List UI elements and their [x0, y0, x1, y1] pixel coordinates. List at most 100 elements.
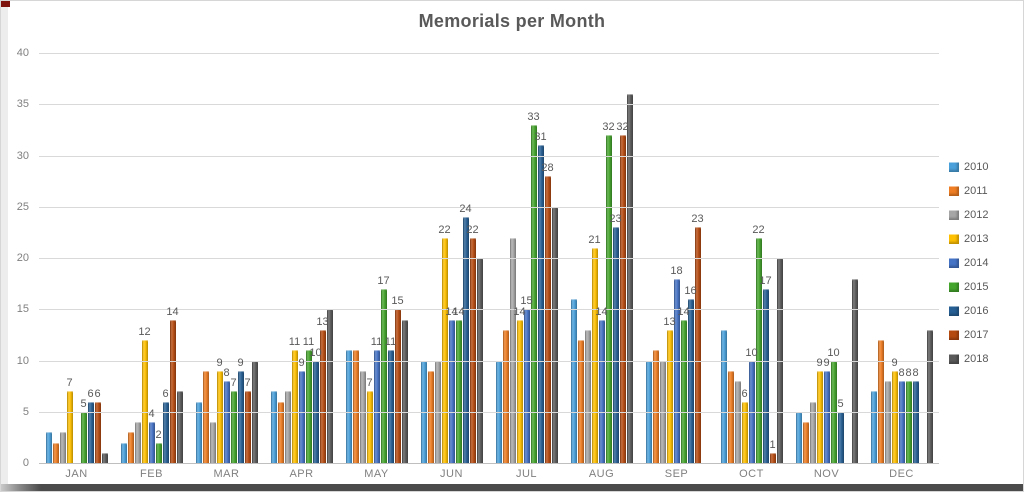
- bar-2017-JAN: [94, 401, 101, 463]
- bar-label-2016-JUN: 24: [459, 203, 472, 215]
- legend-label: 2012: [964, 209, 989, 221]
- bar-2013-JAN: [66, 391, 73, 463]
- bar-2017-APR: [319, 329, 326, 463]
- legend-label: 2010: [964, 161, 989, 173]
- y-tick-25: 25: [16, 200, 29, 213]
- bar-2015-APR: [305, 350, 312, 463]
- x-tick-MAY: MAY: [364, 468, 389, 480]
- bar-slot-2011-AUG: [577, 53, 584, 463]
- bar-2010-AUG: [570, 299, 577, 463]
- bar-2010-FEB: [120, 442, 127, 463]
- bar-slot-2013-JUN: 22: [438, 53, 451, 463]
- bar-2016-JUL: [537, 145, 544, 463]
- bar-label-2015-JUN: 14: [452, 305, 465, 318]
- bar-2016-AUG: [612, 227, 619, 463]
- bar-2012-JUL: [509, 237, 516, 463]
- bar-2012-NOV: [809, 401, 816, 463]
- bar-slot-2010-MAR: [195, 53, 202, 463]
- bar-label-2014-SEP: 18: [670, 264, 683, 277]
- bar-slot-2018-AUG: [626, 53, 633, 463]
- legend-marker-icon: [949, 258, 959, 268]
- gridline-20: [39, 258, 939, 259]
- bar-slot-2015-APR: 11: [303, 53, 314, 463]
- legend-label: 2016: [964, 305, 989, 317]
- bar-2014-MAY: [373, 350, 380, 463]
- bar-label-2017-JUL: 28: [541, 162, 554, 174]
- y-tick-10: 10: [16, 354, 29, 367]
- gridline-30: [39, 155, 939, 157]
- bar-label-2013-JAN: 7: [66, 377, 73, 390]
- legend-label: 2011: [964, 185, 988, 197]
- bar-2012-DEC: [884, 381, 891, 463]
- gridline-25: [39, 206, 939, 208]
- bar-2010-MAR: [195, 401, 202, 463]
- bar-2015-JAN: [80, 411, 87, 463]
- bar-slot-2015-MAY: 17: [377, 53, 390, 463]
- bar-slot-2017-JUL: 28: [541, 53, 554, 463]
- bar-2011-AUG: [577, 340, 584, 463]
- bar-2018-JAN: [101, 452, 108, 463]
- x-tick-JAN: JAN: [65, 468, 88, 480]
- bar-label-2016-DEC: 8: [912, 367, 919, 379]
- plot-area: 7 5 6 6 12 4 2 6 14 9 8 7 9 7 11 9 11 10 13 7 11 17 11 15 22 14 14…: [39, 53, 939, 464]
- bar-2014-APR: [298, 370, 305, 463]
- bar-2012-MAR: [209, 422, 216, 463]
- bar-2010-OCT: [720, 329, 727, 463]
- bar-label-2017-FEB: 14: [166, 305, 179, 318]
- bar-slot-2017-MAY: 15: [391, 53, 404, 463]
- bar-slot-2015-JAN: 5: [80, 53, 87, 463]
- bar-label-2017-SEP: 23: [691, 213, 704, 226]
- bar-2015-MAR: [230, 391, 237, 463]
- bar-label-2014-DEC: 8: [898, 367, 905, 379]
- bar-2011-FEB: [127, 432, 134, 463]
- bar-2013-OCT: [741, 401, 748, 463]
- bar-2011-OCT: [727, 370, 734, 463]
- bar-slot-2013-MAY: 7: [366, 53, 373, 463]
- legend-item-2011: 2011: [949, 184, 988, 198]
- bar-label-2016-OCT: 17: [759, 274, 772, 287]
- bar-slot-2013-NOV: 9: [816, 53, 823, 463]
- bar-slot-2013-AUG: 21: [588, 53, 601, 463]
- bar-slot-2015-MAR: 7: [230, 53, 237, 463]
- bar-2011-JUN: [427, 370, 434, 463]
- gridline-15: [39, 309, 939, 311]
- legend-label: 2013: [964, 233, 989, 245]
- bar-2015-MAY: [380, 288, 387, 463]
- bar-label-2017-MAY: 15: [391, 295, 404, 308]
- bar-slot-2014-NOV: 9: [823, 53, 830, 463]
- bar-label-2015-SEP: 14: [677, 305, 690, 318]
- bar-2016-SEP: [687, 299, 694, 463]
- bar-label-2014-AUG: 14: [595, 305, 608, 318]
- bar-label-2017-JUN: 22: [466, 223, 479, 236]
- bar-2017-FEB: [169, 319, 176, 463]
- gridline-5: [39, 411, 939, 413]
- legend-label: 2015: [964, 281, 989, 293]
- bar-slot-2011-JUN: [427, 53, 434, 463]
- bar-slot-2016-NOV: 5: [837, 53, 844, 463]
- bar-slot-2014-JUN: 14: [445, 53, 458, 463]
- bar-2011-SEP: [652, 350, 659, 463]
- bar-slot-2011-DEC: [877, 53, 884, 463]
- bar-label-2013-DEC: 9: [891, 356, 898, 369]
- bar-slot-2017-JAN: 6: [94, 53, 101, 463]
- bar-slot-2010-AUG: [570, 53, 577, 463]
- legend-marker-icon: [949, 162, 959, 172]
- bar-2014-MAR: [223, 381, 230, 463]
- y-tick-20: 20: [16, 252, 29, 264]
- bar-slot-2018-NOV: [851, 53, 858, 463]
- bar-label-2014-MAY: 11: [370, 336, 383, 349]
- bar-2014-NOV: [823, 370, 830, 463]
- x-tick-APR: APR: [289, 468, 314, 480]
- bar-2014-FEB: [148, 422, 155, 463]
- bar-2016-JAN: [87, 401, 94, 463]
- bar-slot-2016-JUN: 24: [459, 53, 472, 463]
- bar-2012-JAN: [59, 432, 66, 463]
- x-tick-JUL: JUL: [515, 468, 538, 480]
- x-tick-FEB: FEB: [140, 468, 163, 480]
- bar-label-2015-OCT: 22: [752, 223, 765, 236]
- legend-marker-icon: [949, 354, 959, 364]
- bar-slot-2018-DEC: [926, 53, 933, 463]
- bar-slot-2011-FEB: [127, 53, 134, 463]
- bar-slot-2016-JUL: 31: [534, 53, 547, 463]
- bar-2013-FEB: [141, 340, 148, 463]
